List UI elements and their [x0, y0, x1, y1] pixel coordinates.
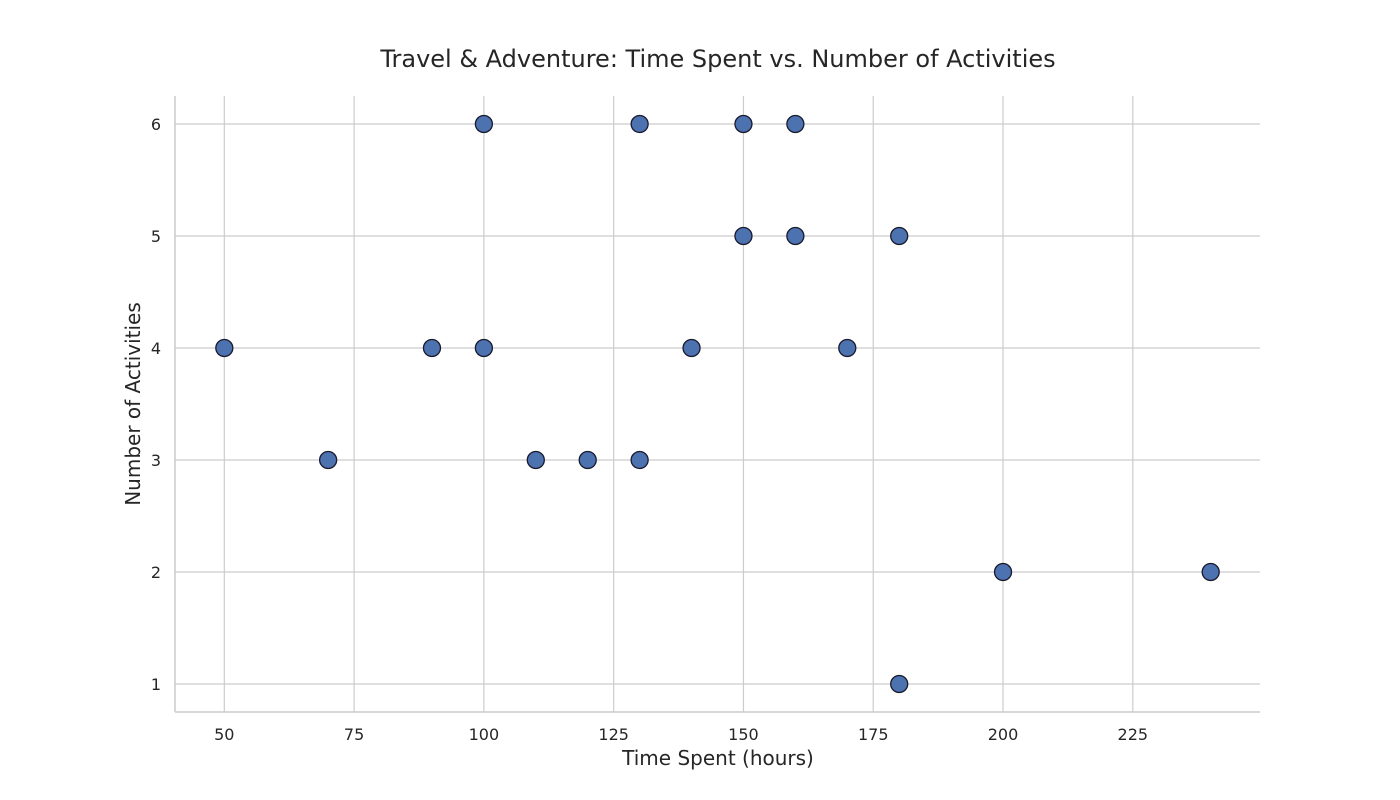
data-point [682, 338, 701, 358]
x-tick-label: 125 [598, 725, 629, 744]
y-tick-label: 3 [151, 451, 161, 470]
data-point [630, 114, 649, 134]
data-point [474, 338, 494, 358]
y-tick-label: 4 [151, 339, 161, 358]
x-tick-label: 225 [1118, 725, 1149, 744]
y-tick-label: 5 [151, 227, 161, 246]
x-axis-label: Time Spent (hours) [621, 746, 814, 770]
y-tick-label: 1 [151, 675, 161, 694]
y-tick-label: 6 [151, 115, 161, 134]
y-axis-label: Number of Activities [121, 302, 145, 506]
data-points [215, 114, 1220, 694]
data-point [786, 114, 805, 134]
data-point [630, 450, 649, 470]
data-point [734, 226, 753, 246]
data-point [1201, 562, 1220, 582]
x-tick-label: 175 [858, 725, 889, 744]
data-point [993, 562, 1013, 582]
x-tick-label: 75 [344, 725, 364, 744]
y-tick-label: 2 [151, 563, 161, 582]
data-point [578, 450, 597, 470]
x-tick-label: 50 [214, 725, 234, 744]
data-point [215, 338, 234, 358]
data-point [734, 114, 753, 134]
data-point [786, 226, 805, 246]
data-point [838, 338, 857, 358]
x-tick-label: 100 [469, 725, 500, 744]
chart-title: Travel & Adventure: Time Spent vs. Numbe… [379, 45, 1055, 73]
grid-layer [175, 96, 1260, 712]
x-tick-label: 200 [988, 725, 1019, 744]
data-point [890, 674, 909, 694]
axes-spines [174, 96, 1260, 713]
data-point [526, 450, 545, 470]
data-point [474, 114, 494, 134]
data-point [890, 226, 909, 246]
data-point [422, 338, 442, 358]
data-point [318, 450, 338, 470]
tick-layer: 50 75 100 125 150 175 200 225 1 2 3 4 5 6 [151, 115, 1148, 744]
x-tick-label: 150 [728, 725, 759, 744]
